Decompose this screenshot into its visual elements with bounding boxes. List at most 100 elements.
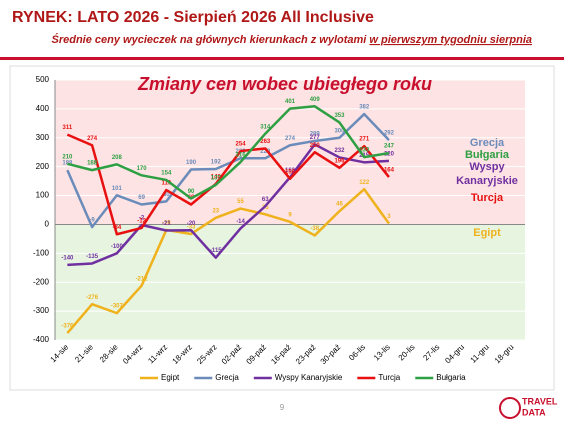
data-label: -212 [136,276,149,282]
series-line [66,112,390,229]
data-label: 233 [359,148,370,154]
x-tick-label: 14-sie [48,342,70,364]
data-label: 55 [237,199,244,205]
data-label: 80 [163,192,170,198]
annotation: Grecja [470,137,505,149]
data-label: -34 [113,225,122,231]
y-tick-label: -200 [33,277,50,286]
data-label: -140 [61,255,74,261]
data-label: 314 [260,124,271,130]
logo-icon [499,397,521,419]
annotation: Bułgaria [465,149,510,161]
data-label: 382 [359,105,370,111]
data-label: 196 [334,158,345,164]
data-label: 190 [186,160,197,166]
data-label: 210 [62,154,73,160]
x-tick-label: 27-lis [421,343,441,363]
subtitle: Średnie ceny wycieczek na głównych kieru… [52,33,533,46]
x-tick-label: 18-wrz [171,343,194,366]
legend-label: Grecja [215,373,239,382]
data-label: 220 [384,151,395,157]
data-label: 46 [336,202,343,208]
y-tick-label: -300 [33,306,50,315]
x-tick-label: 11-wrz [146,343,169,366]
x-tick-label: 18-gru [493,343,516,366]
data-label: -19 [162,221,171,227]
data-label: 247 [384,144,395,150]
series-line [66,133,390,236]
y-tick-label: 0 [45,220,50,229]
data-label: 289 [310,132,321,138]
data-label: 170 [137,166,148,172]
subtitle-underlined: w pierwszym tygodniu sierpnia [369,34,532,46]
data-label: 208 [112,155,123,161]
x-tick-label: 04-wrz [121,343,144,366]
legend-label: Bułgaria [436,373,466,382]
data-label: -33 [187,225,196,231]
data-label: 353 [334,113,345,119]
data-label: 229 [260,149,271,155]
y-tick-label: -100 [33,248,50,257]
data-label: -135 [86,254,99,260]
data-label: 271 [359,137,370,143]
x-tick-label: 16-paź [269,343,293,367]
data-label: 192 [211,160,222,166]
data-label: 9 [288,212,292,218]
y-tick-label: 100 [36,191,50,200]
data-label: 140 [211,175,222,181]
legend-label: Turcja [378,373,400,382]
data-label: -100 [111,244,124,250]
annotation: Kanaryjskie [456,175,518,187]
data-label: 164 [384,168,395,174]
data-label: 232 [334,148,345,154]
data-label: 401 [285,99,296,105]
x-tick-label: 30-paź [319,343,343,367]
data-label: -276 [86,295,99,301]
data-label: 311 [63,125,73,131]
data-label: -376 [61,324,74,330]
x-tick-label: 04-gru [443,343,466,366]
data-label: 274 [285,136,296,142]
x-tick-label: 09-paź [245,343,269,367]
x-tick-label: 23-paź [294,343,318,367]
data-label: 300 [334,128,345,134]
x-tick-label: 25-wrz [195,343,218,366]
data-label: 277 [310,135,321,141]
legend-label: Egipt [161,373,180,382]
data-label: -307 [111,304,124,310]
annotation: Egipt [473,227,501,239]
data-label: 23 [212,208,219,214]
logo-text: TRAVEL [522,396,558,406]
series-line [66,187,390,334]
data-label: 35 [262,205,269,211]
data-label: 163 [285,168,296,174]
annotation: Turcja [471,192,504,204]
y-tick-label: 500 [36,75,50,84]
data-label: 122 [359,180,370,186]
y-tick-label: 400 [36,104,50,113]
data-label: 216 [236,153,247,159]
data-label: 90 [188,189,195,195]
data-label: -2 [139,216,145,222]
chart-frame [9,65,555,391]
y-tick-label: -400 [33,335,50,344]
data-label: -115 [210,248,222,254]
annotation: Wyspy [469,161,505,173]
chart-title: Zmiany cen wobec ubiegłego roku [137,74,432,94]
data-label: 158 [285,169,296,175]
y-tick-label: 300 [36,133,50,142]
data-label: 263 [260,139,271,145]
data-label: -20 [187,221,196,227]
slide-title: RYNEK: LATO 2026 - Sierpień 2026 All Inc… [12,9,374,26]
data-label: 409 [310,97,321,103]
series-line [67,143,390,267]
x-tick-label: 28-sie [98,342,120,364]
data-label: 274 [87,136,98,142]
x-tick-label: 21-sie [73,342,95,364]
data-label: 101 [112,186,123,192]
data-label: -9 [89,218,95,224]
data-label: -38 [310,226,319,232]
x-tick-label: 02-paź [220,343,244,367]
x-tick-label: 13-lis [372,343,392,363]
